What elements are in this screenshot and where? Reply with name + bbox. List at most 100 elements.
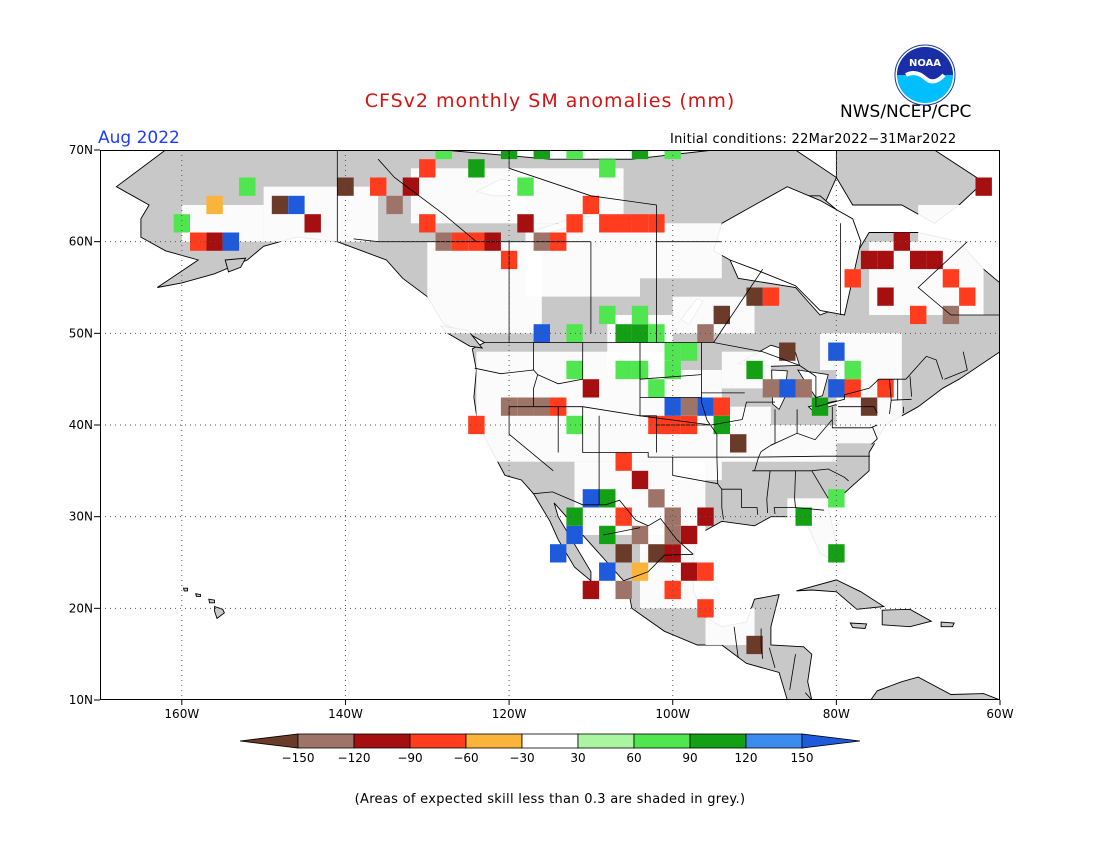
anomaly-cell <box>402 177 420 196</box>
anomaly-cell <box>877 287 894 306</box>
anomaly-cell <box>206 232 223 251</box>
anomaly-cell <box>942 269 960 288</box>
skill-footnote: (Areas of expected skill less than 0.3 a… <box>354 792 746 807</box>
anomaly-cell <box>566 214 583 233</box>
anomaly-map <box>100 150 1000 700</box>
anomaly-cell <box>713 415 730 435</box>
anomaly-cell <box>664 150 681 160</box>
border-line <box>741 489 759 515</box>
lat-tick-label: 50N <box>69 326 93 340</box>
anomaly-cell <box>566 525 583 545</box>
lat-tick-label: 10N <box>69 693 93 707</box>
border-line <box>639 374 702 380</box>
map-title: CFSv2 monthly SM anomalies (mm) <box>364 90 736 112</box>
colorbar-segment <box>577 733 635 749</box>
lat-tick-label: 60N <box>69 235 93 249</box>
anomaly-cell <box>746 360 763 380</box>
border-line <box>713 268 764 343</box>
anomaly-cell <box>582 489 600 508</box>
anomaly-cell <box>664 507 681 526</box>
anomaly-cell <box>795 379 812 398</box>
anomaly-cell <box>582 379 600 398</box>
border-line <box>770 409 776 446</box>
latitude-labels: 70N 60N 50N 40N 30N 20N 10N <box>69 143 100 707</box>
anomaly-cell <box>762 287 780 306</box>
colorbar-tick-label: −90 <box>397 751 422 765</box>
border-line <box>377 158 477 243</box>
colorbar-tick-label: 120 <box>735 751 758 765</box>
border-line <box>754 406 833 471</box>
anomaly-cell <box>271 195 289 215</box>
land-hawaii-maui <box>208 598 215 604</box>
anomaly-cell <box>975 177 992 196</box>
anomaly-cell <box>844 269 861 288</box>
anomaly-cell <box>239 177 256 196</box>
anomaly-cells-layer <box>173 150 992 655</box>
land-jamaica <box>849 622 868 629</box>
lat-tick-label: 70N <box>69 143 93 157</box>
anomaly-cell <box>419 159 436 178</box>
land-south-america <box>803 676 1000 700</box>
anomaly-cell <box>828 379 845 398</box>
anomaly-cell <box>631 214 649 233</box>
border-line <box>909 376 912 397</box>
colorbar-tick-label: −30 <box>509 751 534 765</box>
anomaly-cell <box>648 544 665 563</box>
anomaly-cell <box>468 415 485 435</box>
high-skill-region <box>770 425 837 462</box>
anomaly-cell <box>615 214 632 233</box>
colorbar-segment <box>689 733 747 749</box>
anomaly-cell <box>615 507 632 526</box>
anomaly-cell <box>550 544 567 563</box>
border-line <box>831 419 878 429</box>
noaa-logo-icon: NOAA <box>894 44 956 106</box>
colorbar-tick-label: 60 <box>626 751 641 765</box>
logo-text: NOAA <box>909 58 941 69</box>
anomaly-cell <box>500 397 518 416</box>
lon-tick-label: 140W <box>328 707 363 721</box>
anomaly-cell <box>844 379 861 398</box>
anomaly-cell <box>844 360 861 380</box>
lat-tick-label: 30N <box>69 510 93 524</box>
colorbar-right-arrow <box>801 733 861 749</box>
anomaly-cell <box>697 562 714 581</box>
anomaly-cell <box>599 305 616 325</box>
colorbar-tick-label: 150 <box>791 751 814 765</box>
colorbar: −150 −120 −90 −60 −30 30 60 90 120 150 <box>239 733 861 765</box>
anomaly-cell <box>566 507 583 526</box>
land-hawaii-kauai <box>182 587 188 592</box>
anomaly-cell <box>599 562 616 581</box>
border-line <box>733 626 739 658</box>
anomaly-cell <box>779 342 796 361</box>
anomaly-cell <box>582 580 600 600</box>
anomaly-cell <box>517 214 534 233</box>
anomaly-cell <box>173 214 190 233</box>
anomaly-cell <box>877 250 894 270</box>
anomaly-cell <box>762 379 780 398</box>
anomaly-cell <box>680 562 698 581</box>
border-line <box>768 647 776 669</box>
anomaly-cell <box>664 360 681 380</box>
anomaly-cell <box>582 195 600 215</box>
anomaly-cell <box>860 250 878 270</box>
border-line <box>889 379 892 415</box>
colorbar-segment <box>521 733 579 749</box>
border-line <box>701 342 724 520</box>
anomaly-cell <box>631 470 649 490</box>
anomaly-cell <box>631 305 649 325</box>
lon-tick-label: 100W <box>655 707 690 721</box>
anomaly-cell <box>680 342 698 361</box>
border-line <box>795 507 825 511</box>
border-line <box>871 426 878 445</box>
anomaly-cell <box>468 159 485 178</box>
longitude-labels: 160W 140W 120W 100W 80W 60W <box>164 700 1014 721</box>
border-line <box>537 342 584 385</box>
agency-label: NWS/NCEP/CPC <box>840 102 972 122</box>
anomaly-cell <box>631 150 649 160</box>
land-hawaii-big-island <box>214 605 225 620</box>
anomaly-cell <box>615 360 632 380</box>
colorbar-segment <box>745 733 803 749</box>
lake-huron <box>797 369 829 398</box>
initial-conditions-label: Initial conditions: 22Mar2022−31Mar2022 <box>670 132 957 147</box>
anomaly-cell <box>566 415 583 435</box>
